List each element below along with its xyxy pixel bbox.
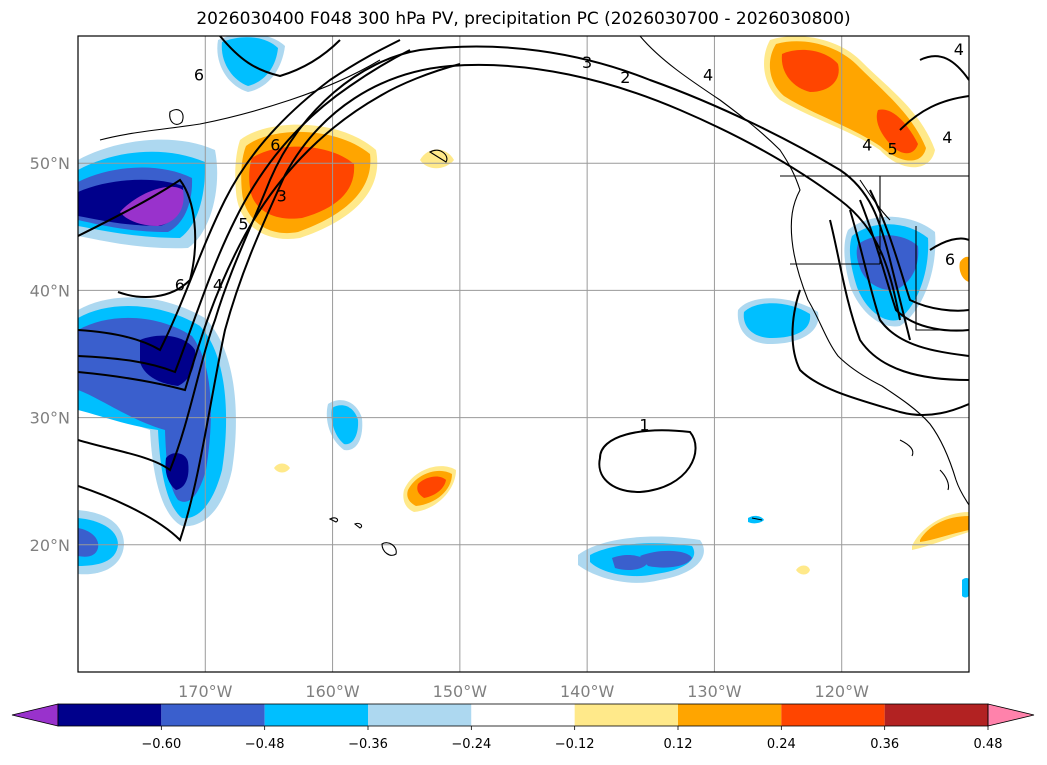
colorbar-bin — [368, 704, 472, 726]
positive-anomaly-region — [274, 463, 290, 473]
colorbar-tick-label: 0.48 — [974, 737, 1003, 752]
lon-tick-label: 150°W — [433, 682, 488, 701]
contour-label: 5 — [888, 139, 898, 158]
contour-label: 6 — [194, 66, 204, 85]
colorbar-bin — [781, 704, 885, 726]
colorbar-bin — [58, 704, 162, 726]
colorbar-tick-labels: −0.60 −0.48 −0.36 −0.24 −0.12 0.12 0.24 0.36 0.4… — [141, 726, 1003, 752]
colorbar-tick-label: 0.24 — [767, 737, 796, 752]
contour-label: 3 — [277, 186, 287, 205]
lon-tick-label: 120°W — [815, 682, 870, 701]
negative-anomaly-region — [962, 578, 969, 598]
lon-tick-label: 140°W — [560, 682, 615, 701]
lat-tick-label: 30°N — [30, 409, 70, 428]
contour-label: 2 — [620, 68, 630, 87]
contour-label: 3 — [582, 53, 592, 72]
contour-label: 4 — [213, 275, 223, 294]
contour-label: 1 — [639, 415, 649, 434]
colorbar-bin — [471, 704, 575, 726]
negative-anomaly-region — [748, 515, 764, 524]
contour-label: 6 — [270, 135, 280, 154]
colorbar-frame — [57, 703, 989, 727]
positive-anomaly-region — [796, 565, 810, 575]
contour-label: 4 — [942, 128, 952, 147]
colorbar-tick-label: 0.12 — [664, 737, 693, 752]
positive-anomaly-region — [876, 109, 918, 154]
negative-anomaly-region — [78, 528, 99, 557]
colorbar-tick-label: −0.24 — [451, 737, 491, 752]
colorbar — [11, 703, 1035, 727]
positive-anomaly-region — [781, 49, 839, 92]
pv-contours — [78, 36, 969, 542]
colorbar-tick-label: −0.48 — [245, 737, 285, 752]
colorbar-extend-min — [11, 703, 59, 727]
colorbar-bin — [574, 704, 678, 726]
colorbar-bin — [678, 704, 782, 726]
lon-tick-label: 170°W — [178, 682, 233, 701]
colorbar-bin — [884, 704, 988, 726]
lat-tick-label: 20°N — [30, 536, 70, 555]
negative-anomaly-region — [140, 335, 196, 386]
latitude-labels: 20°N 30°N 40°N 50°N — [30, 154, 70, 555]
colorbar-tick-label: −0.12 — [555, 737, 595, 752]
colorbar-bin — [264, 704, 368, 726]
negative-anomaly-region — [331, 405, 359, 445]
negative-anomaly-region — [165, 453, 189, 490]
positive-anomaly-region — [959, 256, 969, 282]
contour-label: 4 — [862, 135, 872, 154]
colorbar-tick-label: 0.36 — [870, 737, 899, 752]
contour-label: 6 — [945, 250, 955, 269]
negative-anomaly-region — [221, 37, 278, 86]
colorbar-tick-label: −0.36 — [348, 737, 388, 752]
map-frame — [77, 35, 970, 673]
positive-anomaly-region — [249, 146, 355, 219]
longitude-labels: 170°W 160°W 150°W 140°W 130°W 120°W — [178, 682, 869, 701]
contour-label: 6 — [175, 275, 185, 294]
colorbar-extend-max — [987, 703, 1035, 727]
positive-anomaly-region — [417, 476, 446, 498]
positive-anomaly-region — [920, 516, 969, 542]
negative-anomaly-region — [612, 550, 692, 570]
lon-tick-label: 160°W — [305, 682, 360, 701]
contour-label: 4 — [954, 40, 964, 59]
lat-tick-label: 50°N — [30, 154, 70, 173]
colorbar-tick-label: −0.60 — [141, 737, 181, 752]
contour-label: 4 — [703, 66, 713, 85]
chart-title: 2026030400 F048 300 hPa PV, precipitatio… — [196, 9, 851, 29]
lon-tick-label: 130°W — [687, 682, 742, 701]
colorbar-bin — [161, 704, 265, 726]
contour-label: 5 — [238, 214, 248, 233]
negative-anomaly-region — [120, 186, 184, 226]
lat-tick-label: 40°N — [30, 281, 70, 300]
